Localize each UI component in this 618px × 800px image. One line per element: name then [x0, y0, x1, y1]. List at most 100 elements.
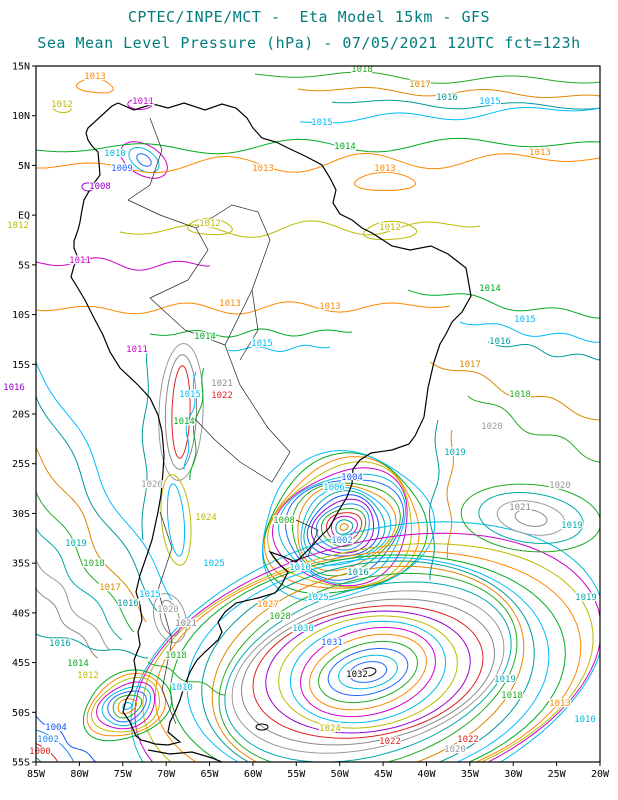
contour-label-1024: 1024 — [195, 513, 217, 523]
contour-label-1010: 1010 — [574, 715, 596, 725]
country-border — [195, 344, 291, 483]
lat-tick-label: 15S — [12, 360, 30, 371]
contour-label-1027: 1027 — [257, 600, 279, 610]
isobar-1013 — [154, 550, 582, 762]
country-border — [127, 117, 163, 201]
lon-tick-label: 35W — [461, 769, 480, 780]
chart-title-line2: Sea Mean Level Pressure (hPa) - 07/05/20… — [37, 34, 581, 52]
lat-tick-label: EQ — [18, 211, 30, 222]
isobar-1013 — [36, 152, 600, 174]
isobar-1021 — [514, 509, 548, 527]
contour-label-1004: 1004 — [45, 723, 67, 733]
contour-label-1016: 1016 — [3, 383, 25, 393]
isobar-1002 — [315, 503, 370, 551]
isobar-1003 — [311, 498, 375, 554]
lat-tick-label: 30S — [12, 509, 30, 520]
isobar-1024 — [160, 474, 192, 566]
isobar-1011 — [36, 257, 211, 271]
isobar-1025 — [289, 620, 447, 724]
isobar-1025 — [166, 483, 186, 557]
contour-label-1021: 1021 — [509, 503, 531, 513]
lat-tick-label: 45S — [12, 658, 30, 669]
isobar-1012 — [119, 220, 481, 238]
contour-label-1015: 1015 — [139, 590, 161, 600]
contour-label-1013: 1013 — [252, 164, 274, 174]
isobar-1017 — [297, 87, 600, 99]
isobar-1028 — [318, 640, 418, 704]
isobar-1013 — [75, 77, 114, 94]
isobar-1018 — [467, 395, 600, 463]
isobar-1021 — [159, 599, 181, 637]
lat-tick-label: 35S — [12, 559, 30, 570]
axes-layer: 15N 10N 5N EQ 5S 10S 15S 20S 25S 30S 35S 40S 45S 50S 5… — [12, 62, 610, 781]
isobar-1020 — [158, 343, 204, 481]
contour-label-1014: 1014 — [67, 659, 89, 669]
contour-label-1010: 1010 — [104, 149, 126, 159]
isobar-1014 — [189, 367, 205, 481]
isobar-1032 — [359, 667, 377, 677]
contour-label-1017: 1017 — [459, 360, 481, 370]
isobar-1015 — [186, 557, 550, 762]
country-border — [157, 511, 177, 725]
isobar-1017 — [429, 361, 600, 421]
isobar-1010 — [101, 686, 151, 727]
isobar-1017 — [211, 565, 525, 762]
contour-label-1015: 1015 — [479, 97, 501, 107]
isobar-1016 — [331, 99, 600, 110]
isobar-1026 — [300, 626, 436, 718]
geography-layer — [70, 102, 472, 762]
isobar-1017 — [36, 447, 147, 623]
contour-label-1016: 1016 — [49, 639, 71, 649]
contour-label-1012: 1012 — [199, 219, 221, 229]
contour-label-1011: 1011 — [126, 345, 148, 355]
isobar-1016 — [487, 341, 600, 361]
lat-tick-label: 50S — [12, 708, 30, 719]
isobar-1019 — [36, 527, 123, 641]
isobar-1018 — [254, 71, 600, 84]
contour-label-1021: 1021 — [175, 619, 197, 629]
contour-label-1012: 1012 — [7, 221, 29, 231]
isobar-997 — [339, 523, 349, 531]
contour-label-1019: 1019 — [575, 593, 597, 603]
contour-label-1019: 1019 — [65, 539, 87, 549]
isobar-1008 — [81, 182, 95, 192]
contour-label-1019: 1019 — [444, 448, 466, 458]
isobar-1016 — [141, 351, 149, 541]
island-falklands — [255, 723, 269, 731]
isobar-1022 — [252, 605, 484, 739]
contour-label-1015: 1015 — [251, 339, 273, 349]
contour-label-1018: 1018 — [501, 691, 523, 701]
isobar-1016 — [36, 395, 159, 613]
contour-label-1018: 1018 — [509, 390, 531, 400]
isobar-1012 — [52, 102, 72, 114]
lon-tick-label: 80W — [70, 769, 89, 780]
isobar-1015 — [183, 371, 197, 471]
isobar-1015 — [459, 321, 600, 343]
contour-label-1020: 1020 — [444, 745, 466, 755]
contour-label-1017: 1017 — [409, 80, 431, 90]
isobar-1011 — [271, 467, 408, 587]
contour-label-1008: 1008 — [89, 182, 111, 192]
isobar-1010 — [128, 147, 160, 173]
lat-tick-label: 5N — [18, 161, 30, 172]
contour-label-1020: 1020 — [549, 481, 571, 491]
isobar-1014 — [262, 452, 428, 594]
isobar-1002 — [36, 729, 75, 762]
isobar-1012 — [363, 220, 417, 241]
contour-label-1022: 1022 — [457, 735, 479, 745]
contour-label-1028: 1028 — [269, 612, 291, 622]
lon-tick-label: 50W — [331, 769, 350, 780]
isobar-1027 — [309, 633, 427, 711]
lat-tick-label: 10S — [12, 310, 30, 321]
contour-label-1018: 1018 — [351, 65, 373, 75]
contour-label-1002: 1002 — [331, 536, 353, 546]
lat-tick-label: 20S — [12, 410, 30, 421]
lat-tick-label: 10N — [12, 111, 30, 122]
isobar-1024 — [278, 615, 458, 729]
country-border — [289, 519, 319, 563]
lon-tick-label: 20W — [591, 769, 610, 780]
isobar-1015 — [36, 361, 173, 601]
